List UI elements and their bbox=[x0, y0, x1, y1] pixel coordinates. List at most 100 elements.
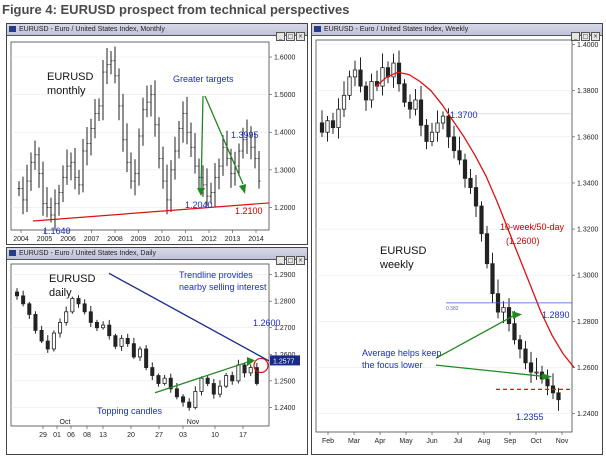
x-tick-label: Jun bbox=[426, 438, 437, 445]
candle-body bbox=[556, 392, 561, 401]
minimize-icon[interactable]: _ bbox=[571, 32, 580, 41]
close-icon[interactable]: × bbox=[296, 32, 305, 41]
x-tick-label: 2014 bbox=[248, 236, 264, 243]
candle-body bbox=[517, 339, 523, 350]
x-tick-label: 27 bbox=[155, 432, 163, 439]
candle-body bbox=[451, 136, 457, 152]
x-tick-label: May bbox=[399, 438, 413, 445]
candle-body bbox=[211, 383, 216, 395]
annotation-text: 0.382 bbox=[446, 306, 459, 312]
candle-body bbox=[33, 314, 38, 331]
panel-header-text: EURUSD - Euro / United States Index, Mon… bbox=[19, 26, 165, 33]
x-tick-label: 06 bbox=[67, 432, 75, 439]
candle-body bbox=[380, 67, 385, 87]
x-tick-label: Nov bbox=[556, 438, 569, 445]
annotation-text: 1.2100 bbox=[235, 206, 263, 216]
x-tick-label: 2008 bbox=[107, 236, 123, 243]
candle-body bbox=[435, 122, 440, 133]
annotation-text: (1.2600) bbox=[506, 236, 540, 246]
x-tick-label: 03 bbox=[179, 432, 187, 439]
y-tick-label: 1.2800 bbox=[274, 299, 296, 306]
candle-body bbox=[363, 85, 369, 101]
support-trendline bbox=[32, 202, 270, 222]
candle-body bbox=[51, 332, 56, 350]
minimize-icon[interactable]: _ bbox=[276, 256, 285, 265]
annotation-text: nearby selling interest bbox=[179, 282, 267, 292]
x-tick-label: 01 bbox=[53, 432, 61, 439]
annotation-text: 10-week/50-day bbox=[500, 222, 565, 232]
candle-body bbox=[224, 375, 229, 387]
candle-body bbox=[341, 94, 347, 110]
y-tick-label: 1.2900 bbox=[274, 272, 296, 279]
candle-body bbox=[70, 298, 75, 313]
maximize-icon[interactable]: □ bbox=[286, 256, 295, 265]
candle-body bbox=[39, 329, 44, 342]
candle-body bbox=[490, 263, 495, 295]
candle-body bbox=[319, 122, 325, 133]
candle-body bbox=[528, 362, 534, 373]
x-tick-label: 2010 bbox=[154, 236, 170, 243]
annotation-text: 1.1640 bbox=[43, 226, 71, 236]
arrow-head bbox=[247, 356, 255, 367]
minimize-icon[interactable]: _ bbox=[276, 32, 285, 41]
weekly-chart-panel: EURUSD - Euro / United States Index, Wee… bbox=[311, 23, 603, 455]
candle-body bbox=[352, 69, 358, 78]
candle-body bbox=[174, 388, 179, 398]
maximize-icon[interactable]: □ bbox=[286, 32, 295, 41]
candle-body bbox=[113, 335, 118, 347]
candle-body bbox=[58, 322, 63, 334]
panel-header-text: EURUSD - Euro / United States Index, Wee… bbox=[324, 26, 469, 33]
candle-body bbox=[473, 187, 479, 207]
x-tick-label: 2011 bbox=[178, 236, 193, 243]
window-buttons: _ □ × bbox=[275, 249, 305, 267]
panel-header[interactable]: EURUSD - Euro / United States Index, Wee… bbox=[312, 24, 602, 41]
candle-body bbox=[168, 377, 173, 390]
x-tick-label: 17 bbox=[239, 432, 247, 439]
annotation-text: Average helps keep bbox=[362, 348, 441, 358]
x-tick-label: 2012 bbox=[201, 236, 217, 243]
candle-body bbox=[150, 367, 155, 376]
ma-arrow bbox=[435, 364, 547, 378]
target-arrow bbox=[200, 95, 204, 193]
candle-body bbox=[429, 131, 435, 142]
candle-body bbox=[236, 364, 241, 382]
x-tick-label: 2006 bbox=[60, 236, 76, 243]
panel-header[interactable]: EURUSD - Euro / United States Index, Mon… bbox=[7, 24, 307, 41]
y-tick-label: 1.3000 bbox=[577, 273, 599, 280]
candle-body bbox=[94, 322, 99, 329]
arrow-head bbox=[239, 184, 246, 194]
candle-body bbox=[88, 311, 93, 323]
candle-body bbox=[391, 62, 396, 78]
y-tick-label: 1.3000 bbox=[274, 167, 296, 174]
candle-body bbox=[193, 391, 198, 408]
close-icon[interactable]: × bbox=[296, 256, 305, 265]
monthly-chart-panel: EURUSD - Euro / United States Index, Mon… bbox=[6, 23, 308, 245]
annotation-text: 1.2040 bbox=[185, 200, 213, 210]
candle-body bbox=[347, 76, 352, 96]
x-tick-label: 13 bbox=[99, 432, 107, 439]
highlight-circle bbox=[253, 357, 269, 374]
chart-label: weekly bbox=[379, 259, 414, 271]
x-tick-label: Jul bbox=[454, 438, 463, 445]
candle-body bbox=[230, 375, 235, 382]
candle-body bbox=[446, 115, 451, 138]
close-icon[interactable]: × bbox=[591, 32, 600, 41]
y-tick-label: 1.2000 bbox=[274, 205, 296, 212]
candle-body bbox=[199, 377, 204, 392]
y-tick-label: 1.4000 bbox=[274, 130, 296, 137]
candle-body bbox=[534, 371, 539, 374]
target-arrow bbox=[204, 95, 244, 185]
x-tick-label: 29 bbox=[39, 432, 47, 439]
monthly-chart-svg: 1.6000 1.5000 1.4000 1.3000 1.2000 2004 2005 20… bbox=[10, 41, 296, 243]
candle-body bbox=[254, 367, 259, 384]
chart-label: monthly bbox=[47, 85, 86, 97]
maximize-icon[interactable]: □ bbox=[581, 32, 590, 41]
y-tick-label: 1.5000 bbox=[274, 92, 296, 99]
chart-window-icon bbox=[9, 250, 16, 256]
y-tick-label: 1.2400 bbox=[274, 405, 296, 412]
candle-body bbox=[162, 377, 167, 384]
panel-header[interactable]: EURUSD - Euro / United States Index, Dai… bbox=[7, 248, 307, 265]
arrow-head bbox=[512, 310, 522, 320]
candle-body bbox=[479, 205, 484, 235]
